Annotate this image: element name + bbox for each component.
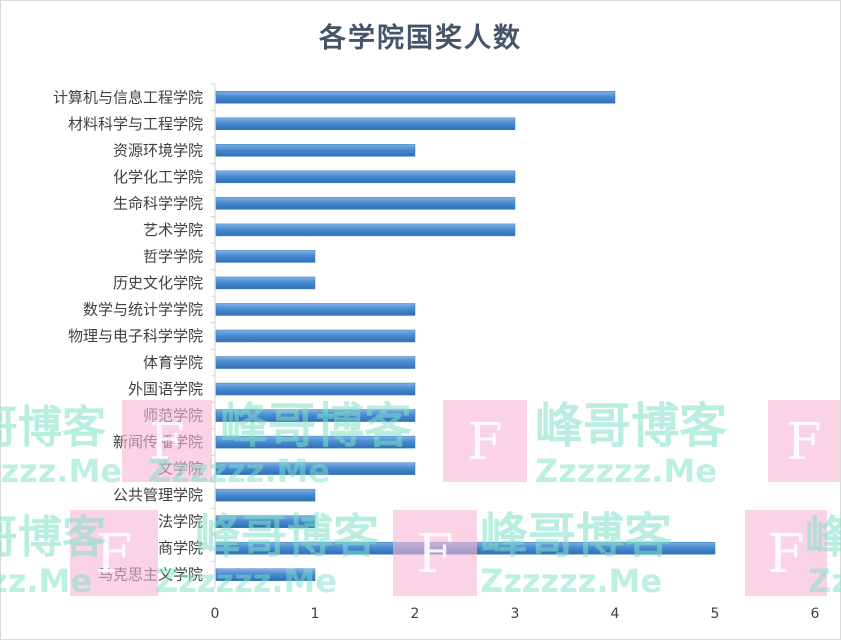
- bar: [215, 303, 416, 316]
- bar: [215, 488, 316, 502]
- category-label: 物理与电子科学学院: [68, 327, 203, 345]
- bar: [215, 356, 416, 369]
- x-tick-label: 6: [811, 606, 820, 622]
- bar: [215, 170, 516, 184]
- watermark-layer: F峰哥博客Zzzzzz.Me峰哥博客Zzzzzz.MeF峰哥博客Zzzzzz.M…: [0, 398, 841, 600]
- watermark-site: Zzzzzz.Me: [535, 452, 717, 490]
- x-tick-label: 5: [711, 606, 720, 622]
- watermark-brand: 峰哥博客: [0, 512, 106, 563]
- bar: [215, 382, 416, 396]
- watermark-site: Zzzzzz.Me: [0, 452, 122, 490]
- watermark-site: Zzzzzz.Me: [808, 562, 841, 600]
- watermark-logo: F: [443, 400, 527, 482]
- category-label: 艺术学院: [143, 221, 203, 239]
- bar: [215, 250, 316, 263]
- category-label: 生命科学学院: [113, 194, 203, 212]
- bar: [215, 435, 416, 449]
- watermark-logo: F: [393, 510, 477, 596]
- watermark-brand: 峰哥博客: [0, 402, 106, 453]
- bar: [215, 462, 416, 475]
- watermark-site: Zzzzzz.Me: [0, 562, 92, 600]
- bar: [215, 515, 316, 528]
- bar: [215, 329, 416, 343]
- category-label: 计算机与信息工程学院: [53, 88, 203, 106]
- watermark-brand: 峰哥博客: [480, 508, 672, 564]
- category-label: 外国语学院: [128, 380, 203, 398]
- watermark-logo: F: [70, 510, 158, 596]
- watermark-brand: 峰哥博客: [220, 398, 412, 454]
- category-label: 商学院: [158, 539, 203, 557]
- x-tick-label: 0: [211, 606, 220, 622]
- watermark-brand: 峰哥博客: [195, 509, 379, 563]
- category-label: 哲学学院: [143, 247, 203, 265]
- bar: [215, 568, 316, 581]
- watermark-site: Zzzzzz.Me: [148, 452, 330, 490]
- watermark-site: Zzzzzz.Me: [480, 562, 662, 600]
- watermark-logo: F: [768, 400, 840, 482]
- watermark-logo: F: [745, 510, 827, 596]
- x-tick-label: 1: [311, 606, 320, 622]
- x-tick-label: 4: [611, 606, 620, 622]
- x-tick-label: 3: [511, 606, 520, 622]
- watermark-logo: F: [122, 400, 212, 482]
- svg-text:F: F: [467, 412, 502, 471]
- bars-layer: [215, 91, 716, 581]
- svg-text:F: F: [96, 523, 133, 585]
- bar: [215, 117, 516, 131]
- bar: [215, 197, 516, 210]
- watermark-site: Zzzzzz.Me: [155, 562, 337, 600]
- svg-text:F: F: [768, 523, 805, 585]
- watermark-brand: 峰哥博客: [805, 512, 841, 563]
- axis-layer: [211, 83, 216, 589]
- category-label: 历史文化学院: [113, 274, 203, 292]
- svg-text:F: F: [417, 523, 454, 585]
- category-label: 体育学院: [143, 354, 203, 372]
- category-label: 公共管理学院: [113, 486, 203, 504]
- svg-text:F: F: [786, 412, 821, 471]
- chart-title: 各学院国奖人数: [319, 23, 522, 54]
- bar: [215, 91, 616, 104]
- svg-text:F: F: [149, 412, 184, 471]
- x-tick-label: 2: [411, 606, 420, 622]
- bar: [215, 409, 416, 422]
- category-label: 化学化工学院: [113, 168, 203, 186]
- labels-layer: 计算机与信息工程学院材料科学与工程学院资源环境学院化学化工学院生命科学学院艺术学…: [53, 88, 820, 622]
- category-label: 数学与统计学学院: [83, 300, 203, 318]
- bar: [215, 276, 316, 290]
- watermark-brand: 峰哥博客: [535, 398, 727, 454]
- category-label: 法学院: [158, 513, 203, 531]
- bar: [215, 144, 416, 157]
- category-label: 资源环境学院: [113, 141, 203, 159]
- category-label: 材料科学与工程学院: [68, 115, 203, 133]
- bar: [215, 223, 516, 237]
